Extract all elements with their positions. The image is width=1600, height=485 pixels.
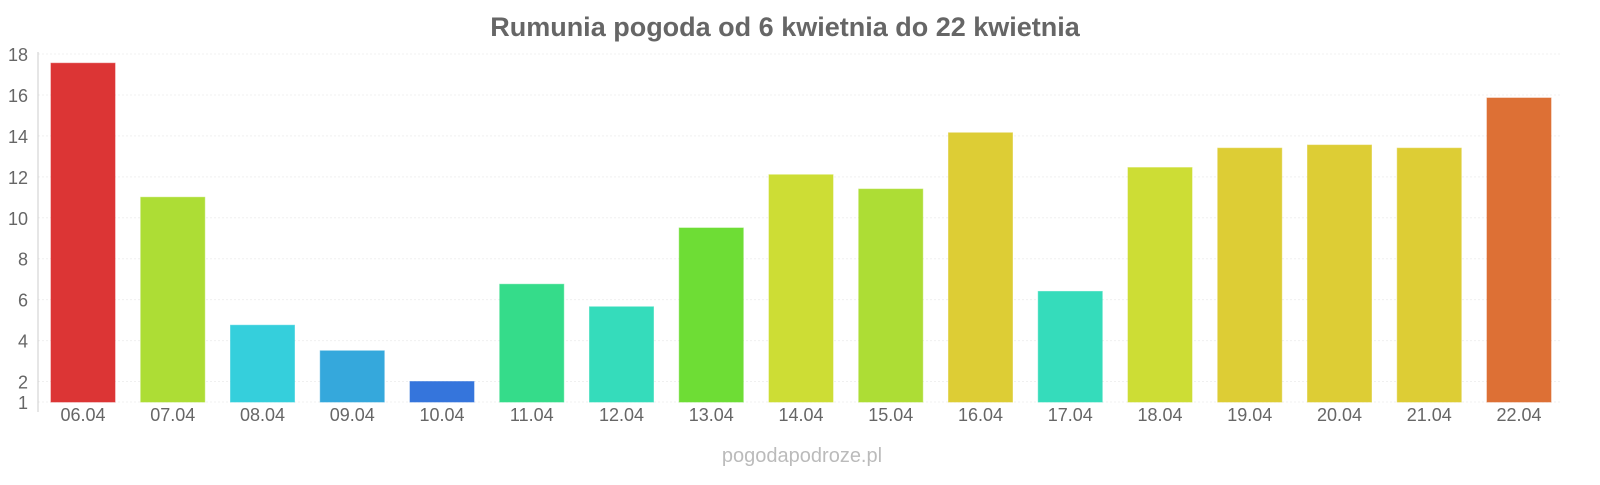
- x-tick-label: 14.04: [778, 405, 823, 425]
- x-tick-label: 20.04: [1317, 405, 1362, 425]
- x-tick-label: 12.04: [599, 405, 644, 425]
- x-tick-label: 07.04: [150, 405, 195, 425]
- y-tick-label: 16: [8, 86, 28, 106]
- bar-06.04[interactable]: [50, 62, 116, 403]
- y-tick-label: 4: [18, 332, 28, 352]
- x-tick-label: 06.04: [60, 405, 105, 425]
- x-axis-ticks: 06.04 07.04 08.04 09.04 10.04 11.04 12.04 13.04…: [60, 405, 1541, 425]
- x-tick-label: 08.04: [240, 405, 285, 425]
- x-tick-label: 17.04: [1048, 405, 1093, 425]
- x-tick-label: 16.04: [958, 405, 1003, 425]
- bar-17.04[interactable]: [1037, 290, 1103, 403]
- bar-18.04[interactable]: [1127, 167, 1193, 403]
- x-tick-label: 19.04: [1227, 405, 1272, 425]
- bar-07.04[interactable]: [140, 196, 206, 403]
- bar-10.04[interactable]: [409, 381, 475, 403]
- x-tick-label: 10.04: [419, 405, 464, 425]
- bar-14.04[interactable]: [768, 174, 834, 403]
- bar-11.04[interactable]: [499, 283, 565, 403]
- bar-21.04[interactable]: [1396, 147, 1462, 403]
- watermark: pogodapodroze.pl: [722, 445, 882, 467]
- y-axis-ticks: 12 4 6 8 10 12 14 16 18: [8, 45, 28, 413]
- x-tick-label: 22.04: [1496, 405, 1541, 425]
- y-tick-label: 1: [18, 393, 28, 413]
- y-tick-label: 6: [18, 291, 28, 311]
- bar-09.04[interactable]: [319, 350, 385, 403]
- y-tick-label: 18: [8, 45, 28, 65]
- bar-13.04[interactable]: [678, 227, 744, 403]
- chart-title: Rumunia pogoda od 6 kwietnia do 22 kwiet…: [490, 12, 1081, 42]
- x-tick-label: 15.04: [868, 405, 913, 425]
- bar-16.04[interactable]: [948, 132, 1013, 403]
- x-tick-label: 18.04: [1137, 405, 1182, 425]
- y-tick-label: 2: [18, 373, 28, 393]
- bar-15.04[interactable]: [858, 188, 924, 403]
- bars: [50, 62, 1552, 403]
- bar-08.04[interactable]: [230, 324, 295, 403]
- x-tick-label: 11.04: [510, 405, 554, 425]
- bar-22.04[interactable]: [1486, 97, 1552, 403]
- y-tick-label: 10: [8, 209, 28, 229]
- y-tick-label: 14: [8, 127, 28, 147]
- bar-20.04[interactable]: [1307, 144, 1372, 403]
- x-tick-label: 09.04: [330, 405, 375, 425]
- y-tick-label: 12: [8, 168, 28, 188]
- x-tick-label: 21.04: [1407, 405, 1452, 425]
- x-tick-label: 13.04: [689, 405, 734, 425]
- bar-12.04[interactable]: [589, 306, 654, 403]
- bar-19.04[interactable]: [1217, 147, 1283, 403]
- y-tick-label: 8: [18, 250, 28, 270]
